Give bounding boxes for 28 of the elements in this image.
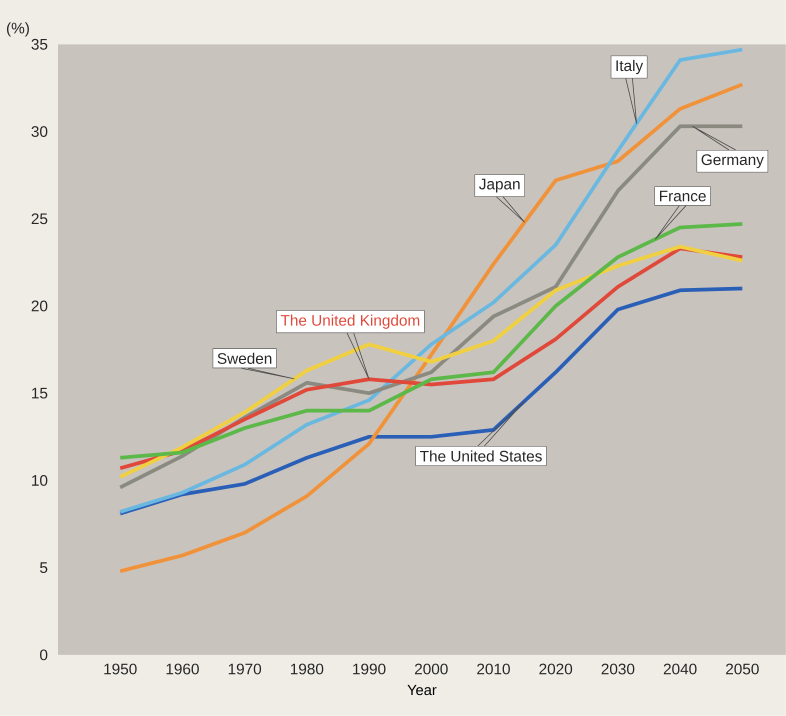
y-tick-label: 10: [32, 475, 48, 486]
y-tick-label: 30: [31, 126, 48, 138]
series-label: Sweden: [218, 352, 272, 364]
y-tick-label: 25: [32, 213, 48, 224]
series-label: Germany: [702, 154, 764, 168]
x-tick-label: 2000: [414, 664, 448, 674]
x-tick-label: 2020: [539, 664, 572, 674]
y-tick-label: 35: [31, 38, 48, 50]
x-tick-label: 1980: [290, 664, 324, 674]
text: The United Kingdom: [280, 314, 420, 329]
y-tick-label: 5: [40, 562, 48, 574]
x-tick-label: 2050: [726, 664, 759, 674]
y-axis-title: (%): [6, 22, 29, 37]
y-tick-label: 0: [40, 650, 48, 660]
y-tick-label: 15: [32, 388, 48, 399]
series-label: Japan: [479, 178, 520, 193]
x-tick-label: 2040: [664, 664, 697, 674]
x-tick-label: 1990: [353, 664, 386, 674]
x-tick-label: 1970: [228, 664, 262, 674]
series-label: Italy: [616, 60, 644, 74]
series-label: The United States: [420, 450, 542, 462]
y-tick-label: 20: [32, 300, 48, 312]
x-tick-label: 1950: [104, 664, 137, 674]
x-tick-label: 2030: [602, 664, 634, 674]
x-axis-title: Year: [407, 684, 437, 696]
x-tick-label: 1960: [166, 664, 199, 674]
series-label: France: [660, 190, 706, 202]
x-tick-label: 2010: [477, 664, 510, 674]
